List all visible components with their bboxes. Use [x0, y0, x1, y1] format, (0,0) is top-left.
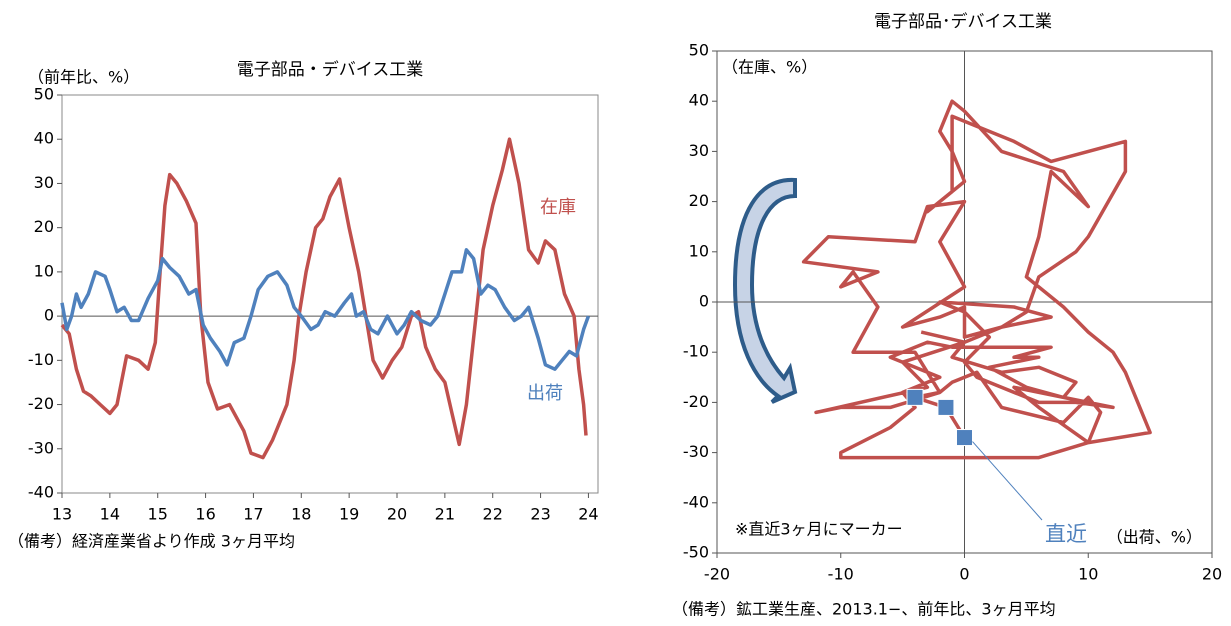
marker-note: ※直近3ヶ月にマーカー — [735, 520, 903, 539]
series-line — [801, 99, 1152, 460]
y-axis-label: （前年比、%） — [28, 68, 139, 87]
x-tick-label: 20 — [1202, 565, 1222, 584]
series-line — [60, 137, 588, 460]
x-tick-label: 16 — [195, 505, 215, 524]
x-tick-label: 15 — [148, 505, 168, 524]
note: （備考）鉱工業生産、2013.1−、前年比、3ヶ月平均 — [672, 600, 1056, 619]
series-label: 出荷 — [527, 383, 563, 404]
x-tick-label: 23 — [530, 505, 550, 524]
marker — [906, 388, 924, 406]
annotation: 直近 — [1045, 522, 1087, 546]
y-tick-label: 0 — [699, 292, 709, 311]
series-label: 在庫 — [540, 197, 576, 218]
x-tick-label: -10 — [828, 565, 854, 584]
marker — [937, 398, 955, 416]
x-tick-label: 0 — [959, 565, 969, 584]
note: （備考）経済産業省より作成 3ヶ月平均 — [8, 532, 295, 551]
y-tick-label: -50 — [683, 543, 709, 562]
marker — [956, 429, 973, 447]
y-tick-label: 20 — [34, 217, 54, 236]
x-tick-label: 10 — [1078, 565, 1098, 584]
trend-arrow — [732, 177, 798, 404]
y-tick-label: -20 — [683, 392, 709, 411]
y-tick-label: -30 — [683, 442, 709, 461]
y-tick-label: -40 — [28, 483, 54, 502]
x-tick-label: 13 — [52, 505, 72, 524]
x-tick-label: 24 — [578, 505, 598, 524]
y-tick-label: 40 — [34, 129, 54, 148]
y-tick-label: -40 — [683, 492, 709, 511]
y-tick-label: -20 — [28, 394, 54, 413]
x-tick-label: 17 — [243, 505, 263, 524]
y-tick-label: 0 — [44, 306, 54, 325]
x-tick-label: -20 — [704, 565, 730, 584]
annotation-leader — [972, 441, 1043, 521]
y-tick-label: 50 — [34, 85, 54, 104]
chart-title: 電子部品･デバイス工業 — [874, 11, 1052, 32]
y-tick-label: 20 — [689, 191, 709, 210]
y-tick-label: -10 — [683, 342, 709, 361]
y-tick-label: 10 — [689, 241, 709, 260]
y-tick-label: 30 — [34, 173, 54, 192]
x-tick-label: 21 — [435, 505, 455, 524]
plot-frame — [61, 94, 599, 494]
y-axis-label: （在庫、%） — [722, 58, 817, 77]
y-tick-label: 30 — [689, 141, 709, 160]
x-tick-label: 20 — [387, 505, 407, 524]
series-line — [60, 248, 591, 371]
x-tick-label: 19 — [339, 505, 359, 524]
x-tick-label: 14 — [100, 505, 120, 524]
y-tick-label: 40 — [689, 91, 709, 110]
x-axis-label: （出荷、%） — [1107, 528, 1202, 547]
x-tick-label: 22 — [483, 505, 503, 524]
y-tick-label: 10 — [34, 261, 54, 280]
y-tick-label: -10 — [28, 350, 54, 369]
x-tick-label: 18 — [291, 505, 311, 524]
chart-title: 電子部品・デバイス工業 — [237, 59, 424, 80]
y-tick-label: -30 — [28, 438, 54, 457]
y-tick-label: 50 — [689, 41, 709, 60]
